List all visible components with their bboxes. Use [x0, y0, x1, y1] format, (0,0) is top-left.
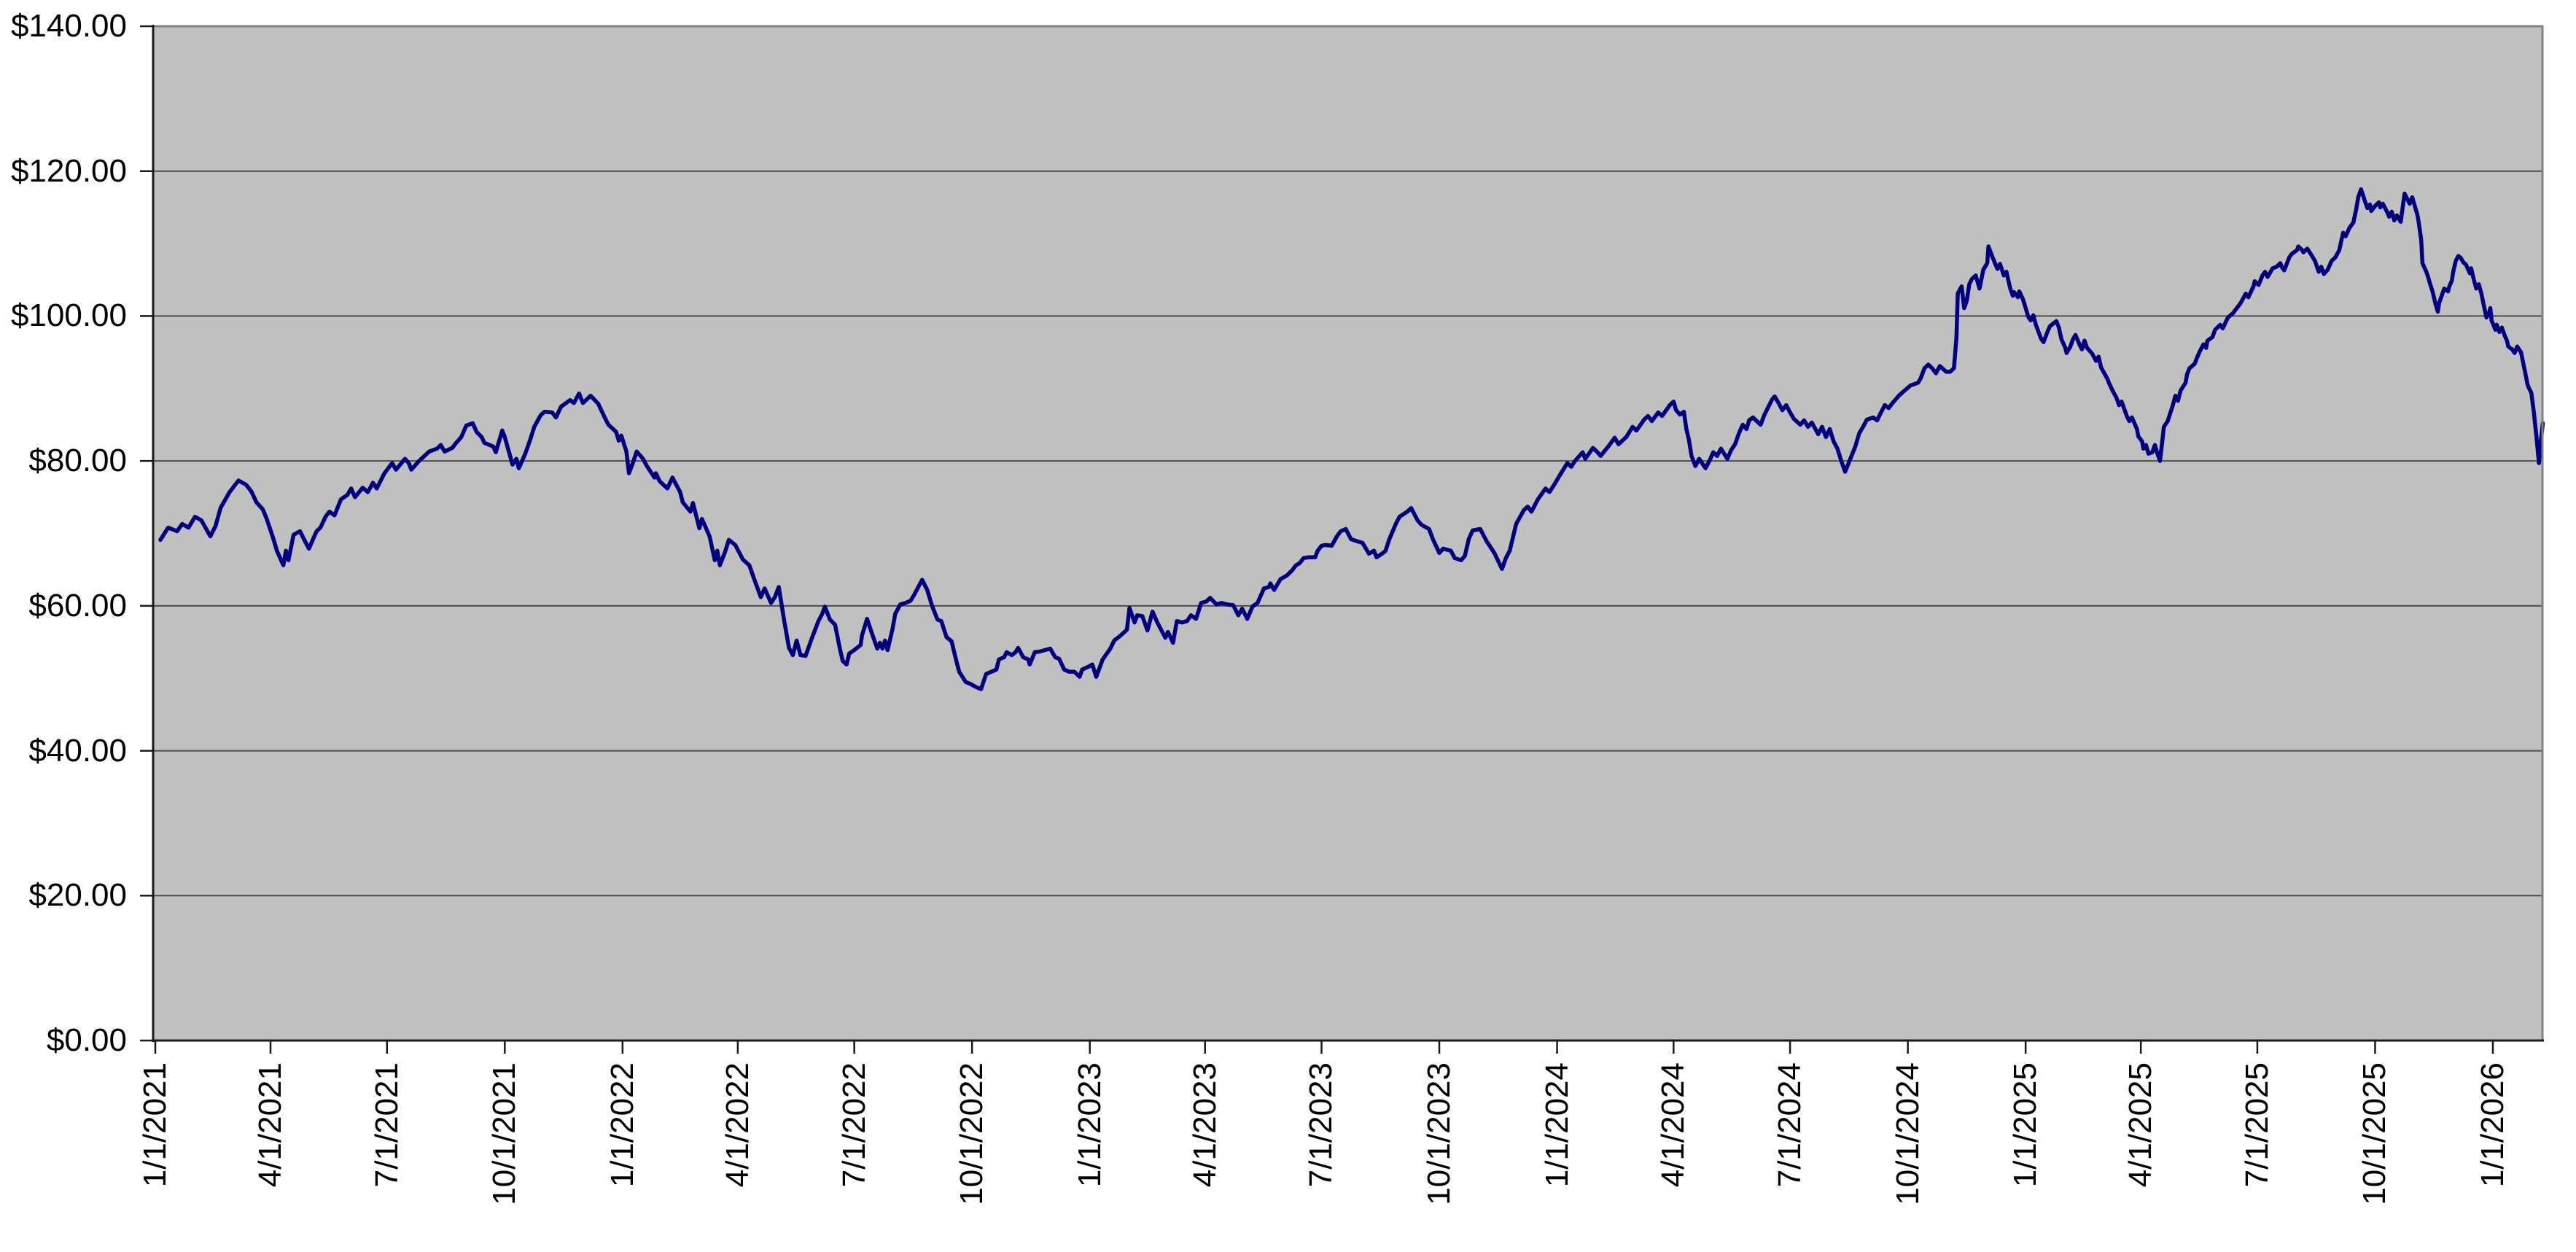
x-axis-tick-label: 1/1/2021 — [137, 1062, 173, 1188]
y-axis-tick-label: $80.00 — [28, 443, 127, 479]
y-axis-tick-label: $40.00 — [28, 732, 127, 769]
x-axis-tick-label: 4/1/2023 — [1186, 1062, 1223, 1188]
y-axis-tick-label: $120.00 — [10, 152, 127, 189]
x-axis-tick-label: 4/1/2024 — [1655, 1062, 1692, 1188]
x-axis-tick-label: 7/1/2025 — [2238, 1062, 2275, 1188]
x-axis-tick-label: 1/1/2026 — [2475, 1062, 2510, 1188]
x-axis-tick-label: 10/1/2021 — [486, 1062, 523, 1205]
x-axis-tick-label: 4/1/2025 — [2122, 1062, 2159, 1188]
x-axis-tick-label: 7/1/2023 — [1303, 1062, 1339, 1188]
x-axis-tick-label: 1/1/2022 — [604, 1062, 640, 1188]
x-axis-tick-label: 10/1/2022 — [954, 1062, 990, 1205]
x-axis-tick-label: 1/1/2025 — [2007, 1062, 2044, 1188]
y-axis-tick-label: $20.00 — [28, 877, 127, 914]
y-axis-tick-label: $0.00 — [46, 1022, 127, 1058]
y-axis-tick-label: $60.00 — [28, 587, 127, 623]
x-axis-tick-label: 1/1/2024 — [1538, 1062, 1575, 1188]
x-axis-tick-label: 4/1/2022 — [719, 1062, 755, 1188]
x-axis-tick-label: 4/1/2021 — [252, 1062, 289, 1188]
y-axis-tick-label: $140.00 — [10, 8, 127, 44]
price-series-line — [158, 187, 2545, 691]
x-axis-tick-label: 7/1/2021 — [368, 1062, 405, 1188]
y-axis-tick-label: $100.00 — [10, 298, 127, 334]
x-axis-tick-label: 10/1/2023 — [1421, 1062, 1458, 1205]
x-axis-tick-label: 7/1/2024 — [1772, 1062, 1808, 1188]
x-axis-tick-label: 10/1/2025 — [2357, 1062, 2393, 1205]
x-axis-tick-label: 7/1/2022 — [836, 1062, 872, 1188]
x-axis-tick-label: 10/1/2024 — [1889, 1062, 1926, 1205]
x-axis-tick-label: 1/1/2023 — [1071, 1062, 1108, 1188]
